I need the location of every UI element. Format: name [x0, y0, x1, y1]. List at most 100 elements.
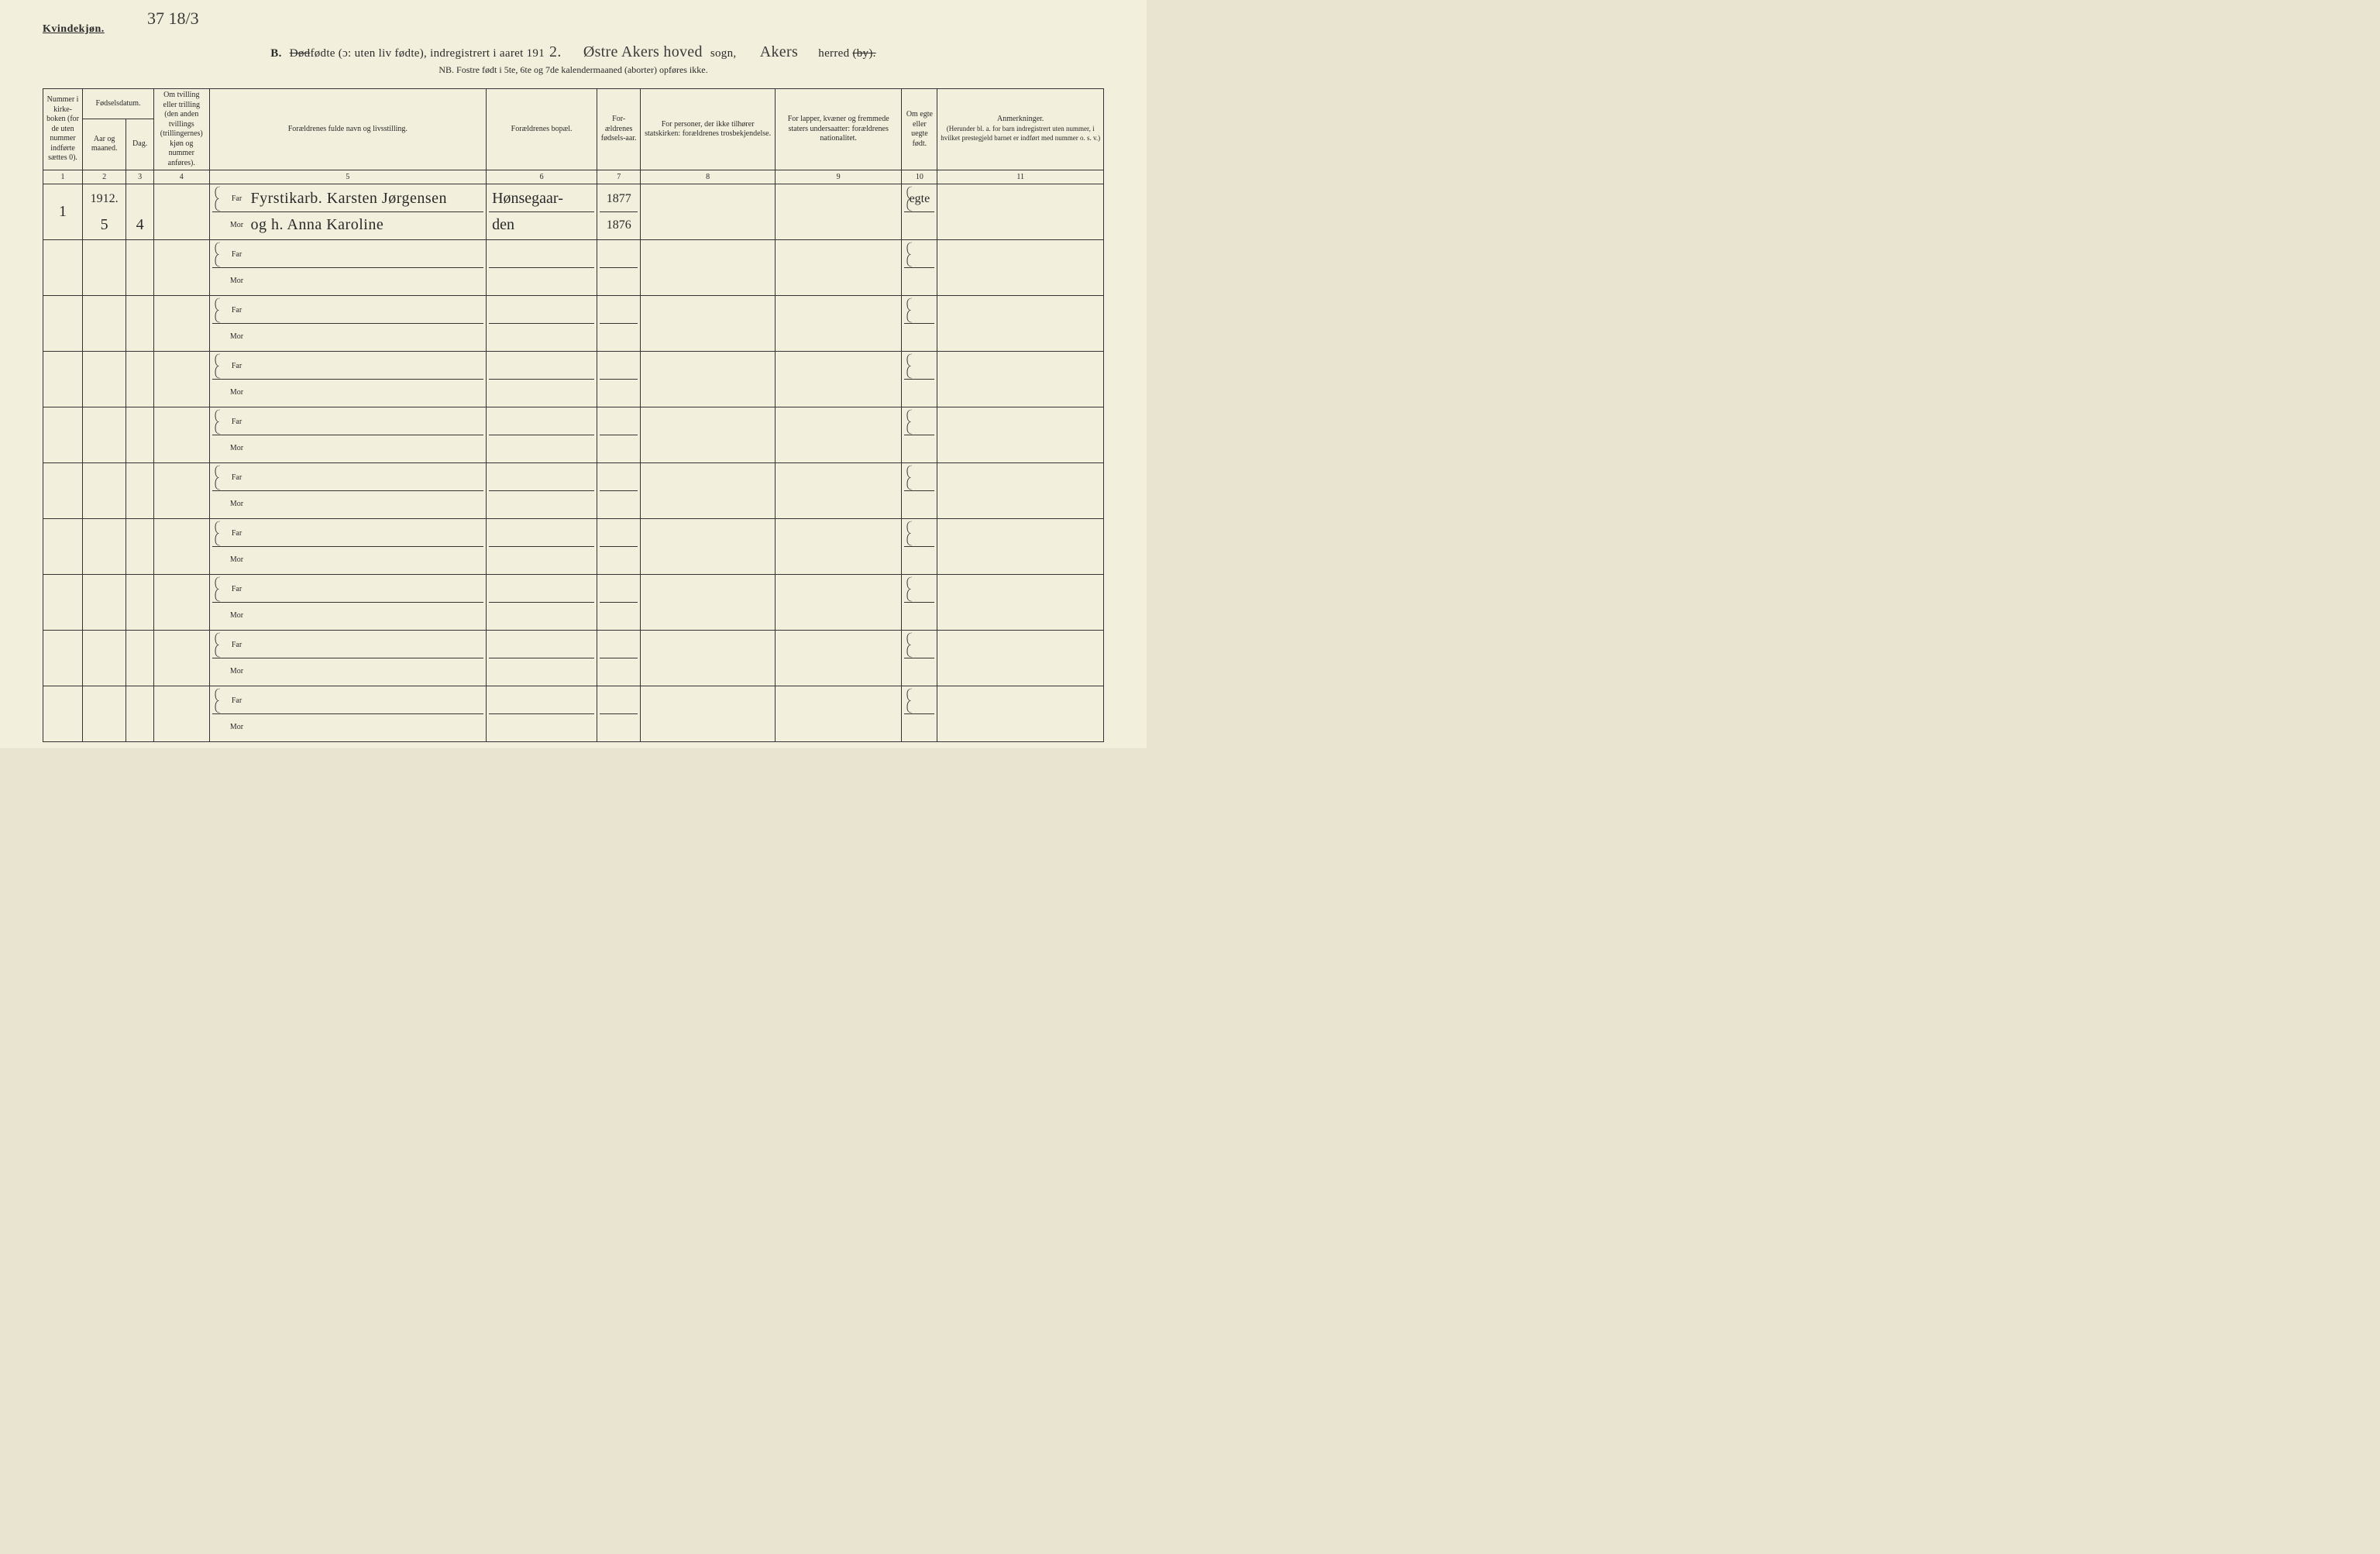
- trosbekjendelse-cell: [641, 686, 776, 742]
- fodselsaar-cell: [597, 240, 641, 296]
- foreldre-navn-cell: Far Mor: [209, 240, 487, 296]
- title-year-hand: 2.: [545, 43, 566, 60]
- hdr-tvilling: Om tvilling eller trilling (den anden tv…: [154, 89, 210, 170]
- nummer-cell: [43, 686, 83, 742]
- nummer-cell: [43, 463, 83, 519]
- bopael-cell: [487, 686, 597, 742]
- tvilling-cell: [154, 631, 210, 686]
- trosbekjendelse-cell: [641, 352, 776, 407]
- mor-label: Mor: [228, 723, 246, 731]
- anmerkninger-cell: [937, 519, 1104, 575]
- fodselsaar-cell: [597, 686, 641, 742]
- hdr-foreldre-navn: Forældrenes fulde navn og livsstilling.: [209, 89, 487, 170]
- anmerkninger-cell: [937, 407, 1104, 463]
- nb-line: NB. Fostre født i 5te, 6te og 7de kalend…: [43, 64, 1104, 76]
- egte-cell: [902, 296, 937, 352]
- dag-cell: [126, 631, 154, 686]
- hdr-bopael: Forældrenes bopæl.: [487, 89, 597, 170]
- nummer-cell: [43, 296, 83, 352]
- egte-cell: [902, 352, 937, 407]
- tvilling-cell: [154, 575, 210, 631]
- dag-cell: [126, 240, 154, 296]
- nationalitet-cell: [775, 352, 901, 407]
- trosbekjendelse-cell: [641, 631, 776, 686]
- anmerkninger-cell: [937, 463, 1104, 519]
- mor-label: Mor: [228, 611, 246, 620]
- nummer-cell: [43, 240, 83, 296]
- egte-cell: [902, 519, 937, 575]
- dag-cell: [126, 352, 154, 407]
- aar-maaned-cell: [83, 575, 126, 631]
- brace-icon: [214, 409, 222, 435]
- far-label: Far: [228, 362, 246, 370]
- egte-cell: [902, 686, 937, 742]
- kvindekjon-label: Kvindekjøn.: [43, 23, 105, 36]
- bopael-cell: Hønsegaar-den: [487, 184, 597, 240]
- brace-icon: [214, 353, 222, 379]
- far-label: Far: [228, 585, 246, 593]
- bopael-cell: [487, 575, 597, 631]
- table-row: Far Mor: [43, 296, 1104, 352]
- far-label: Far: [228, 418, 246, 426]
- fodselsaar-cell: [597, 519, 641, 575]
- colnum-1: 1: [43, 170, 83, 184]
- foreldre-navn-cell: Far Mor: [209, 352, 487, 407]
- aar-maaned-cell: [83, 296, 126, 352]
- dag-cell: [126, 686, 154, 742]
- anmerkninger-cell: [937, 296, 1104, 352]
- table-row: Far Mor: [43, 407, 1104, 463]
- title-row: B. Dødfødte (ɔ: uten liv fødte), indregi…: [43, 43, 1104, 61]
- bopael-cell: [487, 296, 597, 352]
- tvilling-cell: [154, 352, 210, 407]
- hdr-nationalitet: For lapper, kvæner og fremmede staters u…: [775, 89, 901, 170]
- nummer-cell: [43, 631, 83, 686]
- brace-icon: [906, 353, 913, 379]
- title-main: fødte (ɔ: uten liv fødte), indregistrert…: [310, 47, 545, 60]
- dag-cell: [126, 463, 154, 519]
- far-label: Far: [228, 641, 246, 649]
- mor-label: Mor: [228, 555, 246, 564]
- brace-icon: [214, 521, 222, 546]
- fodselsaar-cell: [597, 407, 641, 463]
- nummer-cell: [43, 519, 83, 575]
- dag-cell: [126, 575, 154, 631]
- fodselsaar-cell: [597, 463, 641, 519]
- nummer-cell: [43, 407, 83, 463]
- nationalitet-cell: [775, 631, 901, 686]
- nationalitet-cell: [775, 296, 901, 352]
- anmerkninger-cell: [937, 686, 1104, 742]
- brace-icon: [214, 688, 222, 713]
- egte-cell: [902, 631, 937, 686]
- colnum-10: 10: [902, 170, 937, 184]
- aar-maaned-cell: 1912.5: [83, 184, 126, 240]
- anmerkninger-cell: [937, 352, 1104, 407]
- title-herred-label: herred: [818, 47, 849, 60]
- hdr-anm-title: Anmerkninger.: [997, 115, 1044, 123]
- trosbekjendelse-cell: [641, 463, 776, 519]
- foreldre-navn-cell: Far Mor: [209, 575, 487, 631]
- fodselsaar-cell: [597, 631, 641, 686]
- aar-maaned-cell: [83, 519, 126, 575]
- trosbekjendelse-cell: [641, 519, 776, 575]
- table-row: 11912.54 FarFyrstikarb. Karsten Jørgense…: [43, 184, 1104, 240]
- hdr-anmerkninger: Anmerkninger. (Herunder bl. a. for barn …: [937, 89, 1104, 170]
- mor-label: Mor: [228, 332, 246, 341]
- dag-cell: [126, 407, 154, 463]
- brace-icon: [906, 409, 913, 435]
- hdr-egte: Om egte eller uegte født.: [902, 89, 937, 170]
- hdr-aar-maaned: Aar og maaned.: [83, 119, 126, 170]
- aar-maaned-cell: [83, 463, 126, 519]
- table-row: Far Mor: [43, 631, 1104, 686]
- brace-icon: [906, 465, 913, 490]
- mor-label: Mor: [228, 221, 246, 229]
- title-dod-strike: Død: [290, 47, 311, 60]
- foreldre-navn-cell: Far Mor: [209, 296, 487, 352]
- nationalitet-cell: [775, 184, 901, 240]
- nationalitet-cell: [775, 463, 901, 519]
- bopael-cell: [487, 352, 597, 407]
- nummer-cell: [43, 352, 83, 407]
- foreldre-navn-cell: Far Mor: [209, 686, 487, 742]
- title-by-strike: (by).: [852, 47, 875, 60]
- far-label: Far: [228, 529, 246, 538]
- brace-icon: [906, 521, 913, 546]
